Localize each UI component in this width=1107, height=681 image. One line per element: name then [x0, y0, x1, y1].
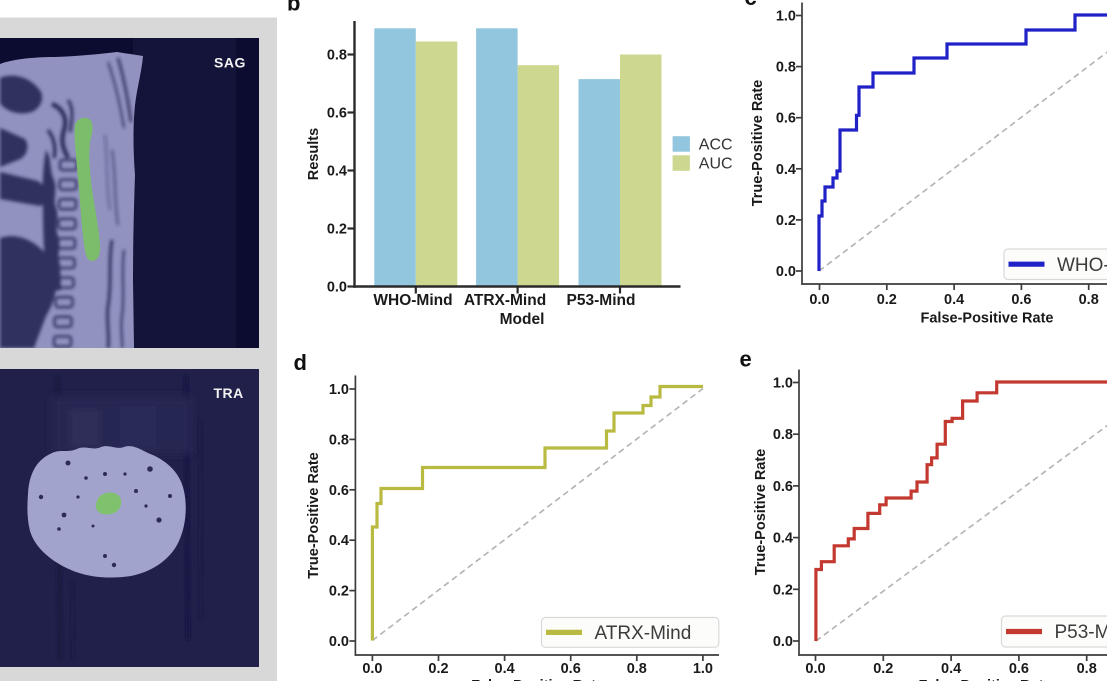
svg-text:0.8: 0.8 — [329, 432, 349, 448]
svg-text:d: d — [294, 350, 307, 375]
svg-text:Model: Model — [500, 311, 545, 328]
svg-text:0.8: 0.8 — [627, 661, 647, 677]
svg-text:0.2: 0.2 — [873, 661, 893, 677]
svg-text:True-Positive Rate: True-Positive Rate — [750, 80, 766, 207]
svg-text:0.6: 0.6 — [327, 106, 347, 122]
svg-text:Results: Results — [306, 128, 322, 180]
svg-text:0.4: 0.4 — [941, 661, 961, 677]
svg-text:0.0: 0.0 — [809, 292, 829, 308]
svg-text:0.0: 0.0 — [327, 280, 347, 296]
svg-text:True-Positive Rate: True-Positive Rate — [753, 449, 769, 576]
svg-text:0.4: 0.4 — [773, 531, 793, 547]
svg-text:0.6: 0.6 — [329, 483, 349, 499]
svg-text:AUC: AUC — [699, 156, 733, 173]
svg-text:0.0: 0.0 — [773, 634, 793, 650]
svg-text:False-Positive Rate: False-Positive Rate — [919, 678, 1052, 681]
svg-text:False-Positive Rate: False-Positive Rate — [471, 678, 604, 681]
svg-text:e: e — [740, 347, 752, 372]
svg-text:0.4: 0.4 — [329, 533, 349, 549]
svg-text:0.4: 0.4 — [776, 162, 796, 178]
svg-text:WHO-Mind: WHO-Mind — [373, 292, 452, 309]
svg-text:0.2: 0.2 — [877, 292, 897, 308]
svg-text:0.4: 0.4 — [495, 661, 515, 677]
svg-text:0.6: 0.6 — [1011, 292, 1031, 308]
svg-text:1.0: 1.0 — [329, 382, 349, 398]
svg-text:P53-Mind: P53-Mind — [1055, 622, 1107, 643]
svg-text:0.2: 0.2 — [776, 213, 796, 229]
svg-text:0.2: 0.2 — [428, 661, 448, 677]
svg-text:1.0: 1.0 — [693, 661, 713, 677]
svg-text:1.0: 1.0 — [773, 376, 793, 392]
svg-text:0.2: 0.2 — [329, 584, 349, 600]
svg-text:1.0: 1.0 — [776, 9, 796, 25]
svg-text:0.0: 0.0 — [329, 634, 349, 650]
svg-text:0.0: 0.0 — [805, 661, 825, 677]
svg-text:TRA: TRA — [214, 385, 244, 401]
svg-text:0.8: 0.8 — [327, 48, 347, 64]
svg-text:True-Positive Rate: True-Positive Rate — [306, 452, 322, 579]
svg-text:P53-Mind: P53-Mind — [567, 292, 636, 309]
svg-text:ACC: ACC — [699, 137, 733, 154]
svg-text:0.4: 0.4 — [944, 292, 964, 308]
svg-text:0.0: 0.0 — [362, 661, 382, 677]
svg-text:0.6: 0.6 — [561, 661, 581, 677]
svg-text:0.8: 0.8 — [773, 427, 793, 443]
svg-text:0.8: 0.8 — [776, 60, 796, 76]
svg-text:0.8: 0.8 — [1077, 661, 1097, 677]
svg-text:0.6: 0.6 — [1009, 661, 1029, 677]
svg-text:0.2: 0.2 — [327, 222, 347, 238]
svg-text:c: c — [745, 0, 757, 10]
svg-text:0.6: 0.6 — [773, 479, 793, 495]
svg-text:WHO-Mind: WHO-Mind — [1057, 255, 1107, 276]
svg-text:0.6: 0.6 — [776, 111, 796, 127]
svg-text:False-Positive Rate: False-Positive Rate — [921, 311, 1054, 327]
svg-text:ATRX-Mind: ATRX-Mind — [595, 623, 692, 644]
svg-text:b: b — [287, 0, 300, 16]
svg-text:ATRX-Mind: ATRX-Mind — [464, 292, 546, 309]
svg-text:0.2: 0.2 — [773, 582, 793, 598]
svg-text:0.4: 0.4 — [327, 164, 347, 180]
svg-text:0.8: 0.8 — [1079, 292, 1099, 308]
svg-text:0.0: 0.0 — [776, 264, 796, 280]
svg-text:SAG: SAG — [214, 55, 246, 71]
